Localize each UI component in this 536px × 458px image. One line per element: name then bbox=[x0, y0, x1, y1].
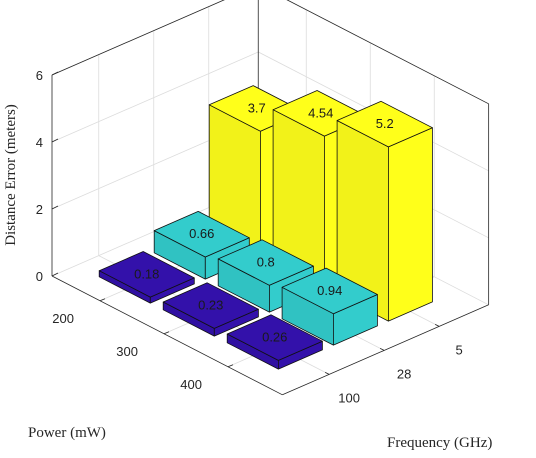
bar-top bbox=[226, 314, 323, 361]
axis-edge bbox=[51, 275, 283, 396]
power-tick bbox=[227, 364, 234, 368]
bar-top bbox=[281, 267, 378, 315]
y-axis-label: Power (mW) bbox=[28, 425, 106, 441]
data-label: 0.18 bbox=[134, 266, 159, 281]
z-tick-label: 2 bbox=[36, 202, 43, 217]
frequency-tick-label: 28 bbox=[397, 366, 411, 381]
power-tick-label: 400 bbox=[180, 377, 202, 392]
data-label: 0.8 bbox=[257, 255, 275, 270]
data-label: 4.54 bbox=[308, 105, 333, 120]
data-label: 0.26 bbox=[262, 330, 287, 345]
z-tick-label: 4 bbox=[36, 135, 43, 150]
frequency-tick-label: 100 bbox=[338, 390, 360, 405]
power-tick-label: 200 bbox=[52, 311, 74, 326]
power-tick-label: 300 bbox=[116, 344, 138, 359]
z-tick bbox=[51, 138, 59, 143]
axis-edge bbox=[282, 304, 489, 396]
bar-top bbox=[217, 239, 314, 286]
bar-top bbox=[153, 210, 250, 258]
data-label: 3.7 bbox=[248, 100, 266, 115]
grid-line-z bbox=[51, 0, 489, 105]
x-axis-label: Frequency (GHz) bbox=[387, 435, 492, 451]
axis-edge bbox=[51, 0, 225, 76]
z-tick-label: 0 bbox=[36, 269, 43, 284]
bar-top bbox=[336, 100, 433, 148]
bar-front bbox=[387, 127, 433, 322]
data-label: 0.94 bbox=[317, 283, 342, 298]
frequency-tick-label: 5 bbox=[456, 342, 463, 357]
power-tick bbox=[99, 298, 106, 302]
z-tick bbox=[51, 71, 59, 76]
z-tick bbox=[51, 272, 59, 277]
z-axis-label: Distance Error (meters) bbox=[3, 104, 19, 246]
z-tick-label: 6 bbox=[36, 68, 43, 83]
axis-edge bbox=[286, 0, 489, 105]
bar-top bbox=[98, 251, 195, 298]
data-label: 5.2 bbox=[376, 116, 394, 131]
frequency-tick bbox=[434, 324, 440, 327]
frequency-tick bbox=[324, 372, 330, 375]
frequency-tick bbox=[379, 348, 385, 351]
labels: Distance Error (meters) Power (mW) Frequ… bbox=[3, 68, 492, 451]
bars bbox=[98, 85, 433, 370]
z-tick bbox=[51, 205, 59, 210]
data-label: 0.66 bbox=[189, 226, 214, 241]
data-label: 0.23 bbox=[198, 298, 223, 313]
bar-top bbox=[162, 282, 259, 329]
power-tick bbox=[163, 331, 170, 335]
